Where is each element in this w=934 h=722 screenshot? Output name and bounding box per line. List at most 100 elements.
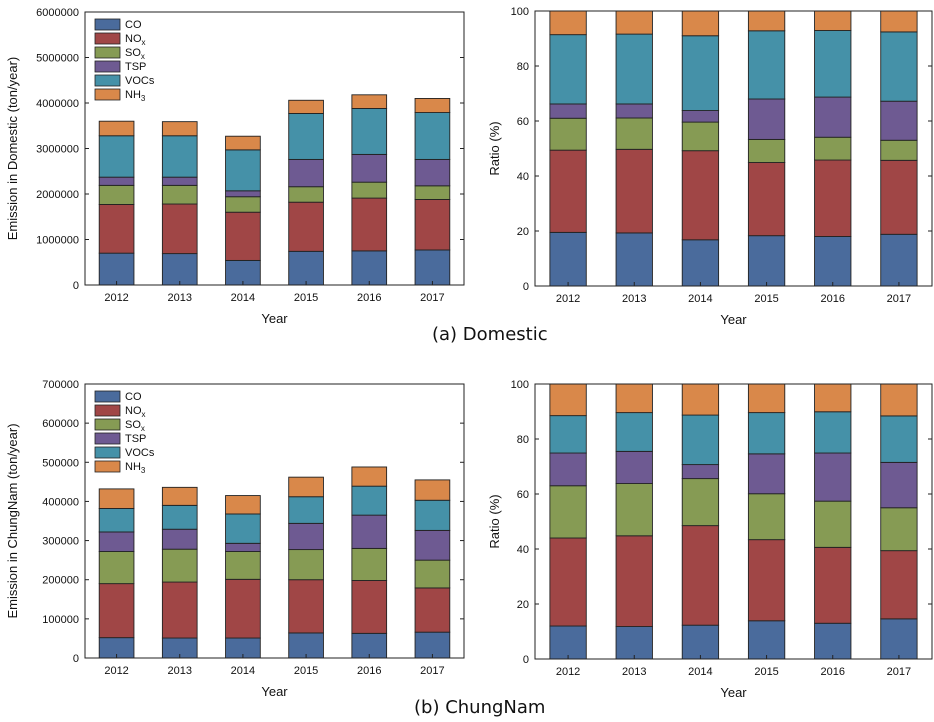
bar-nox-2017 xyxy=(414,199,451,251)
bar-co-2016 xyxy=(814,622,852,660)
x-tick-label: 2015 xyxy=(754,666,778,678)
bar-sox-2014 xyxy=(225,551,261,580)
bar-sox-2017 xyxy=(414,185,451,200)
bar-nh3-2015 xyxy=(288,476,324,498)
bar-nox-2013 xyxy=(161,203,198,255)
y-tick-label: 0 xyxy=(73,280,79,292)
chart-domestic-ratio: 2012 2013 2014 2015 2016 2017 0 20 40 60 80 100 Year… xyxy=(487,6,933,327)
x-tick-label: 2013 xyxy=(622,666,646,678)
x-tick-label: 2013 xyxy=(168,292,192,304)
x-tick-label: 2016 xyxy=(821,666,845,678)
bar-nox-2017 xyxy=(414,587,451,633)
bar-vocs-2013 xyxy=(615,33,653,105)
bar-sox-2015 xyxy=(747,493,786,541)
x-tick-label: 2012 xyxy=(104,292,128,304)
x-tick-label: 2015 xyxy=(754,293,778,305)
bar-tsp-2014 xyxy=(225,542,261,552)
bar-co-2015 xyxy=(747,620,786,660)
bar-co-2016 xyxy=(351,250,388,286)
bar-nox-2015 xyxy=(747,539,786,622)
x-axis-label: Year xyxy=(261,684,288,699)
y-tick-label: 2000000 xyxy=(36,189,79,201)
bar-nh3-2013 xyxy=(615,10,653,35)
y-tick-label: 40 xyxy=(517,171,529,183)
bar-sox-2013 xyxy=(615,117,653,150)
x-axis-label: Year xyxy=(720,685,747,700)
plot-frame xyxy=(84,11,465,286)
bar-tsp-2014 xyxy=(681,110,720,123)
bar-vocs-2013 xyxy=(161,135,198,178)
x-tick-label: 2014 xyxy=(231,292,255,304)
y-tick-label: 600000 xyxy=(42,418,79,430)
legend-swatch-nh3 xyxy=(94,460,121,473)
bar-sox-2016 xyxy=(814,500,852,548)
bar-tsp-2012 xyxy=(549,103,587,119)
bar-sox-2017 xyxy=(414,559,451,589)
bar-nh3-2016 xyxy=(351,466,388,487)
bar-tsp-2016 xyxy=(814,96,852,138)
bar-vocs-2014 xyxy=(681,35,720,112)
bar-vocs-2013 xyxy=(615,412,653,452)
legend-swatch-nh3 xyxy=(94,88,121,101)
bar-nh3-2013 xyxy=(161,486,198,506)
bar-tsp-2017 xyxy=(414,158,451,187)
y-tick-label: 6000000 xyxy=(36,7,79,19)
bar-vocs-2012 xyxy=(98,508,135,533)
chart-domestic-emission: 2012 2013 2014 2015 2016 2017 0 1000000 2000000 3… xyxy=(5,7,465,326)
bar-sox-2015 xyxy=(747,138,786,163)
y-axis-label: Emission in Domestic (ton/year) xyxy=(5,57,20,241)
x-tick-label: 2016 xyxy=(357,665,381,677)
legend-label-sox: SOx xyxy=(125,47,145,61)
bar-nox-2015 xyxy=(747,162,786,237)
bar-sox-2016 xyxy=(351,181,388,199)
bar-sox-2014 xyxy=(681,478,720,527)
bar-co-2012 xyxy=(98,252,135,286)
y-tick-label: 0 xyxy=(73,653,79,665)
y-tick-label: 20 xyxy=(517,599,529,611)
plot-frame xyxy=(534,383,933,660)
bar-co-2013 xyxy=(161,253,198,286)
x-tick-label: 2016 xyxy=(821,293,845,305)
legend-swatch-vocs xyxy=(94,446,121,459)
bar-nox-2014 xyxy=(225,211,261,261)
y-tick-label: 0 xyxy=(523,654,529,666)
bar-vocs-2015 xyxy=(747,30,786,100)
bar-tsp-2012 xyxy=(98,531,135,552)
legend-label-tsp: TSP xyxy=(125,433,146,445)
bar-co-2014 xyxy=(681,624,720,660)
bar-nh3-2012 xyxy=(549,383,587,417)
y-tick-label: 1000000 xyxy=(36,235,79,247)
legend-label-nox: NOx xyxy=(125,33,146,47)
bar-nh3-2014 xyxy=(681,383,720,416)
bar-vocs-2017 xyxy=(414,112,451,160)
x-tick-label: 2017 xyxy=(420,292,444,304)
y-tick-label: 80 xyxy=(517,61,529,73)
bar-tsp-2016 xyxy=(814,452,852,502)
bar-co-2013 xyxy=(615,232,653,287)
bar-nox-2016 xyxy=(814,546,852,624)
legend-swatch-co xyxy=(94,390,121,403)
bar-tsp-2015 xyxy=(747,98,786,140)
x-tick-label: 2017 xyxy=(887,293,911,305)
y-tick-label: 80 xyxy=(517,434,529,446)
plot-frame xyxy=(84,383,465,659)
bar-nox-2015 xyxy=(288,201,324,252)
bar-sox-2012 xyxy=(549,117,587,151)
legend-swatch-nox xyxy=(94,32,121,45)
x-tick-label: 2014 xyxy=(688,293,712,305)
bar-co-2015 xyxy=(747,235,786,287)
y-tick-label: 4000000 xyxy=(36,98,79,110)
bar-nh3-2014 xyxy=(225,135,261,151)
y-tick-label: 400000 xyxy=(42,496,79,508)
bar-tsp-2014 xyxy=(681,464,720,480)
bar-nh3-2012 xyxy=(98,488,135,509)
bar-nh3-2012 xyxy=(98,120,135,137)
x-tick-label: 2015 xyxy=(294,292,318,304)
y-tick-label: 100000 xyxy=(42,614,79,626)
bar-nox-2016 xyxy=(814,159,852,237)
bar-nh3-2015 xyxy=(747,383,786,414)
legend-label-nh3: NH3 xyxy=(125,461,146,475)
bar-nh3-2014 xyxy=(225,495,261,515)
legend-label-co: CO xyxy=(125,19,142,31)
